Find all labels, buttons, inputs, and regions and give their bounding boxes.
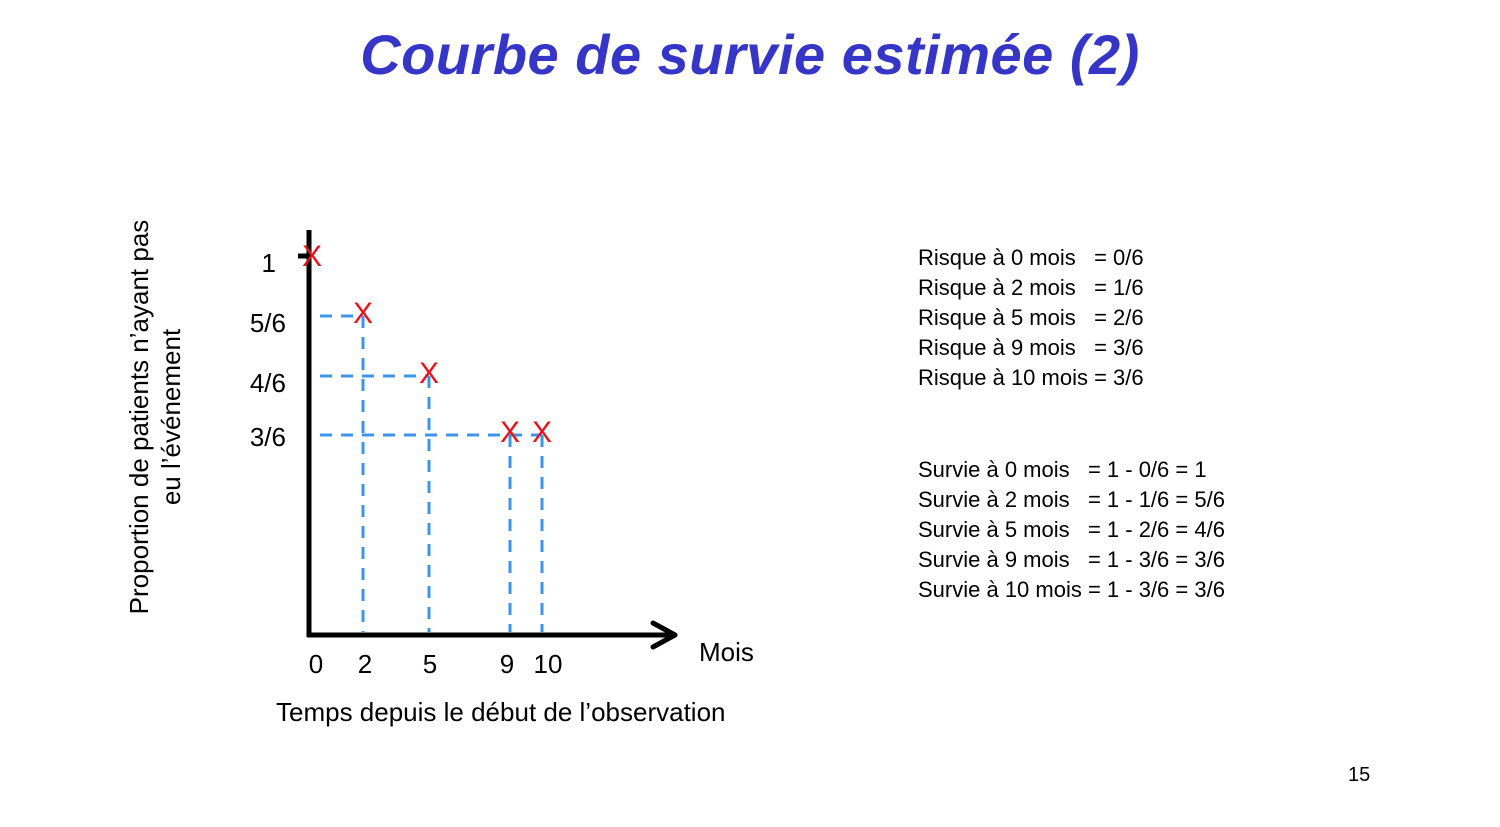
risk-row: Risque à 0 mois = 0/6 — [918, 245, 1144, 270]
page-number: 15 — [1348, 764, 1371, 786]
survival-row: Survie à 10 mois = 1 - 3/6 = 3/6 — [918, 577, 1225, 602]
x-tick-0: 0 — [308, 649, 324, 679]
axes — [298, 230, 678, 650]
x-axis-unit: Mois — [699, 637, 754, 667]
survival-block: Survie à 0 mois = 1 - 0/6 = 1 Survie à 2… — [918, 455, 1225, 605]
risk-row: Risque à 5 mois = 2/6 — [918, 305, 1144, 330]
y-tick-4-6: 4/6 — [249, 368, 286, 398]
y-tick-5-6: 5/6 — [249, 308, 286, 338]
survival-row: Survie à 9 mois = 1 - 3/6 = 3/6 — [918, 547, 1225, 572]
survival-row: Survie à 2 mois = 1 - 1/6 = 5/6 — [918, 487, 1225, 512]
x-tick-5: 5 — [422, 649, 438, 679]
risk-row: Risque à 9 mois = 3/6 — [918, 335, 1144, 360]
survival-row: Survie à 5 mois = 1 - 2/6 = 4/6 — [918, 517, 1225, 542]
event-marker: X — [531, 416, 552, 449]
risk-block: Risque à 0 mois = 0/6 Risque à 2 mois = … — [918, 243, 1144, 393]
risk-row: Risque à 2 mois = 1/6 — [918, 275, 1144, 300]
event-marker: X — [499, 416, 520, 449]
event-marker: X — [301, 240, 322, 273]
y-tick-1: 1 — [261, 248, 276, 278]
slide-title: Courbe de survie estimée (2) — [360, 23, 1140, 86]
x-tick-10: 10 — [533, 649, 563, 679]
x-tick-2: 2 — [357, 649, 373, 679]
x-axis-label: Temps depuis le début de l’observation — [276, 697, 726, 727]
survival-row: Survie à 0 mois = 1 - 0/6 = 1 — [918, 457, 1207, 482]
event-marker: X — [418, 357, 439, 390]
event-marker: X — [352, 297, 373, 330]
guide-lines — [320, 314, 544, 632]
y-tick-3-6: 3/6 — [249, 422, 286, 452]
x-axis-arrowhead — [650, 620, 678, 650]
x-tick-9: 9 — [499, 649, 515, 679]
risk-row: Risque à 10 mois = 3/6 — [918, 365, 1144, 390]
